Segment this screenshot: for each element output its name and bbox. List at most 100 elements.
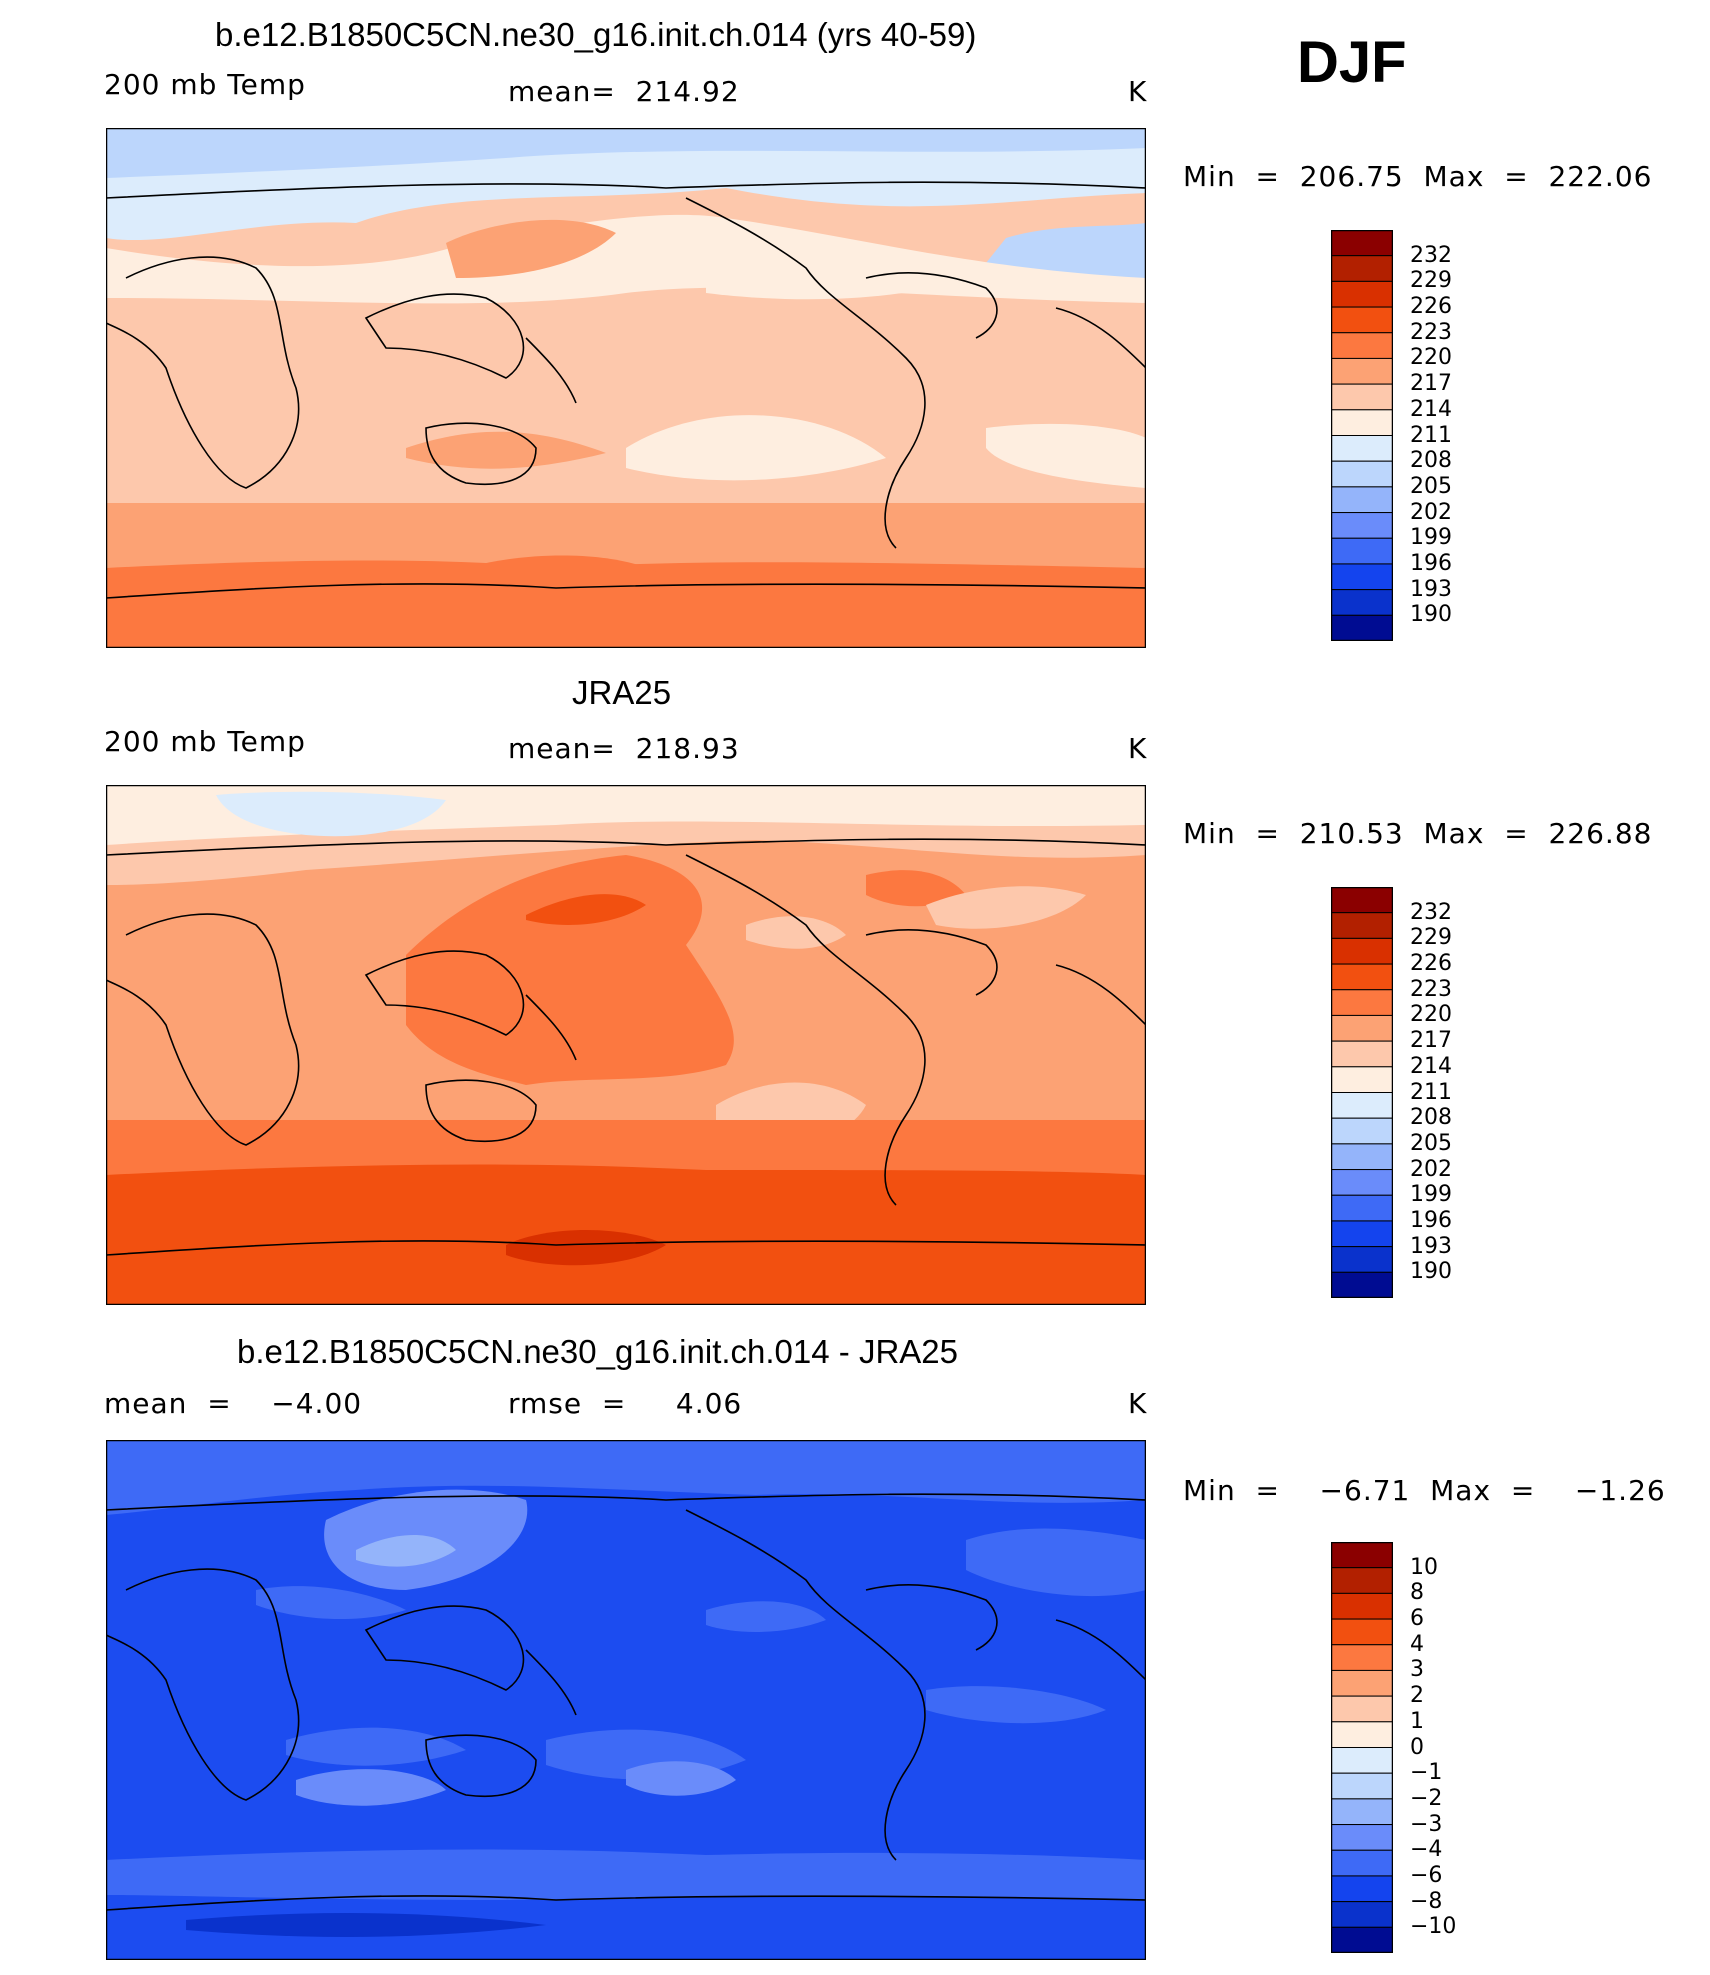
colorbar-swatch (1331, 937, 1393, 965)
colorbar-tick: 220 (1410, 1002, 1452, 1028)
colorbar-tick: 226 (1410, 294, 1452, 320)
colorbar-swatch (1331, 1169, 1393, 1196)
panel-title: b.e12.B1850C5CN.ne30_g16.init.ch.014 (yr… (215, 16, 977, 53)
colorbar-swatch (1331, 280, 1393, 308)
colorbar-swatch (1331, 563, 1393, 591)
mean-label: mean = −4.00 (104, 1387, 363, 1420)
colorbar-tick: −3 (1410, 1811, 1443, 1837)
colorbar-tick: 0 (1410, 1734, 1424, 1760)
colorbar-swatch (1331, 1669, 1393, 1697)
colorbar-swatch (1331, 512, 1393, 539)
colorbar (1331, 887, 1393, 1298)
colorbar-swatch (1331, 1747, 1393, 1774)
colorbar-swatch (1331, 1220, 1393, 1248)
rmse-label: rmse = 4.06 (508, 1387, 743, 1420)
colorbar-tick: 196 (1410, 1207, 1452, 1233)
colorbar-tick: −8 (1410, 1888, 1443, 1914)
colorbar-swatch (1331, 1014, 1393, 1042)
colorbar-swatch (1331, 1040, 1393, 1068)
colorbar-swatch (1331, 1901, 1393, 1928)
colorbar-swatch (1331, 1798, 1393, 1826)
colorbar-tick: −10 (1410, 1914, 1457, 1940)
colorbar-tick: 193 (1410, 576, 1452, 602)
temperature-map (106, 128, 1146, 648)
colorbar-tick: 190 (1410, 602, 1452, 628)
colorbar-swatch (1331, 1644, 1393, 1671)
colorbar-tick: 226 (1410, 951, 1452, 977)
colorbar-swatch (1331, 383, 1393, 411)
colorbar-swatch (1331, 1194, 1393, 1222)
colorbar-tick: 4 (1410, 1631, 1424, 1657)
colorbar-swatch (1331, 1143, 1393, 1171)
colorbar-tick: 2 (1410, 1683, 1424, 1709)
colorbar-tick: 229 (1410, 268, 1452, 294)
colorbar-tick: 202 (1410, 499, 1452, 525)
colorbar-swatch (1331, 1695, 1393, 1723)
colorbar-swatch (1331, 887, 1393, 914)
colorbar-swatch (1331, 1618, 1393, 1646)
colorbar-tick: 211 (1410, 422, 1452, 448)
colorbar-swatch (1331, 912, 1393, 939)
colorbar-swatch (1331, 486, 1393, 514)
colorbar-tick: 1 (1410, 1708, 1424, 1734)
colorbar-swatch (1331, 435, 1393, 462)
colorbar-tick: 3 (1410, 1657, 1424, 1683)
colorbar-swatch (1331, 460, 1393, 488)
difference-map (106, 1440, 1146, 1960)
colorbar-swatch (1331, 357, 1393, 385)
colorbar-tick: −4 (1410, 1837, 1443, 1863)
colorbar-tick: 214 (1410, 396, 1452, 422)
colorbar-swatch (1331, 1721, 1393, 1748)
mean-label: mean= 214.92 (508, 75, 740, 108)
colorbar-tick: 10 (1410, 1554, 1438, 1580)
panel-title: b.e12.B1850C5CN.ne30_g16.init.ch.014 - J… (237, 1333, 958, 1370)
units-label: K (1128, 732, 1148, 765)
colorbar-swatch (1331, 1271, 1393, 1298)
colorbar-tick: 208 (1410, 448, 1452, 474)
colorbar-swatch (1331, 989, 1393, 1016)
panel-title: JRA25 (572, 674, 672, 711)
colorbar-tick: 6 (1410, 1606, 1424, 1632)
colorbar-swatch (1331, 1875, 1393, 1903)
colorbar-tick: 196 (1410, 550, 1452, 576)
min-max-label: Min = 206.75 Max = 222.06 (1183, 160, 1653, 193)
colorbar-swatch (1331, 1092, 1393, 1119)
min-max-label: Min = 210.53 Max = 226.88 (1183, 817, 1653, 850)
colorbar-swatch (1331, 230, 1393, 257)
colorbar-tick: −2 (1410, 1785, 1443, 1811)
colorbar-swatch (1331, 1567, 1393, 1594)
colorbar-swatch (1331, 589, 1393, 616)
colorbar-swatch (1331, 1066, 1393, 1093)
field-label: 200 mb Temp (104, 68, 306, 101)
colorbar-tick: 229 (1410, 925, 1452, 951)
colorbar-swatch (1331, 1824, 1393, 1851)
colorbar-tick: 190 (1410, 1259, 1452, 1285)
colorbar-swatch (1331, 963, 1393, 991)
colorbar-tick: 193 (1410, 1233, 1452, 1259)
colorbar-tick: 223 (1410, 976, 1452, 1002)
colorbar-tick: 223 (1410, 319, 1452, 345)
colorbar-tick: 220 (1410, 345, 1452, 371)
units-label: K (1128, 1387, 1148, 1420)
colorbar-swatch (1331, 1117, 1393, 1145)
colorbar-tick: 217 (1410, 371, 1452, 397)
colorbar-swatch (1331, 614, 1393, 641)
colorbar-swatch (1331, 1592, 1393, 1620)
colorbar-swatch (1331, 1926, 1393, 1953)
colorbar-border (1331, 230, 1393, 641)
colorbar-tick: 8 (1410, 1580, 1424, 1606)
temperature-map (106, 785, 1146, 1305)
colorbar-tick: 199 (1410, 1182, 1452, 1208)
colorbar-swatch (1331, 1246, 1393, 1273)
colorbar-tick: 208 (1410, 1105, 1452, 1131)
colorbar-tick: 211 (1410, 1079, 1452, 1105)
colorbar (1331, 1542, 1393, 1953)
colorbar-tick: −1 (1410, 1760, 1443, 1786)
colorbar-tick: 217 (1410, 1028, 1452, 1054)
colorbar-swatch (1331, 332, 1393, 359)
colorbar-border (1331, 1542, 1393, 1953)
field-label: 200 mb Temp (104, 725, 306, 758)
colorbar-tick: −6 (1410, 1862, 1443, 1888)
colorbar-swatch (1331, 255, 1393, 282)
colorbar-swatch (1331, 306, 1393, 334)
